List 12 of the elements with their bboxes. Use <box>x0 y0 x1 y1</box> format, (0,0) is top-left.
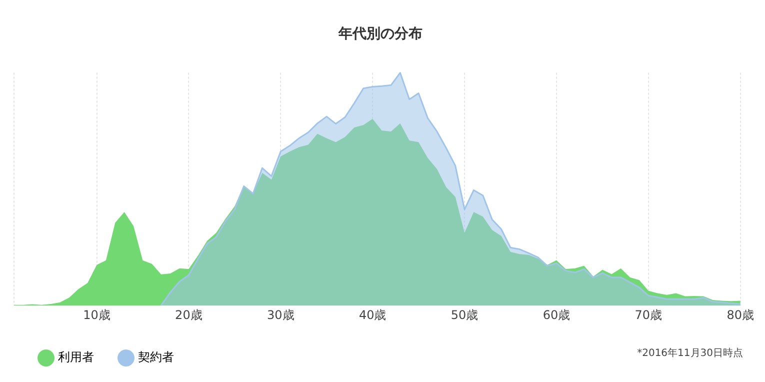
legend-label: 利用者 <box>58 350 94 364</box>
x-tick-label: 40歳 <box>358 308 386 322</box>
x-tick-label: 80歳 <box>726 308 754 322</box>
x-tick-label: 50歳 <box>450 308 478 322</box>
x-tick-label: 60歳 <box>542 308 570 322</box>
x-tick-label: 10歳 <box>83 308 110 322</box>
x-tick-label: 20歳 <box>175 308 202 322</box>
chart-title: 年代別の分布 <box>338 26 422 42</box>
legend-label: 契約者 <box>138 350 174 364</box>
x-tick-label: 70歳 <box>634 308 662 322</box>
x-tick-label: 30歳 <box>267 308 294 322</box>
text: *2016年11月30日時点 <box>637 346 743 360</box>
